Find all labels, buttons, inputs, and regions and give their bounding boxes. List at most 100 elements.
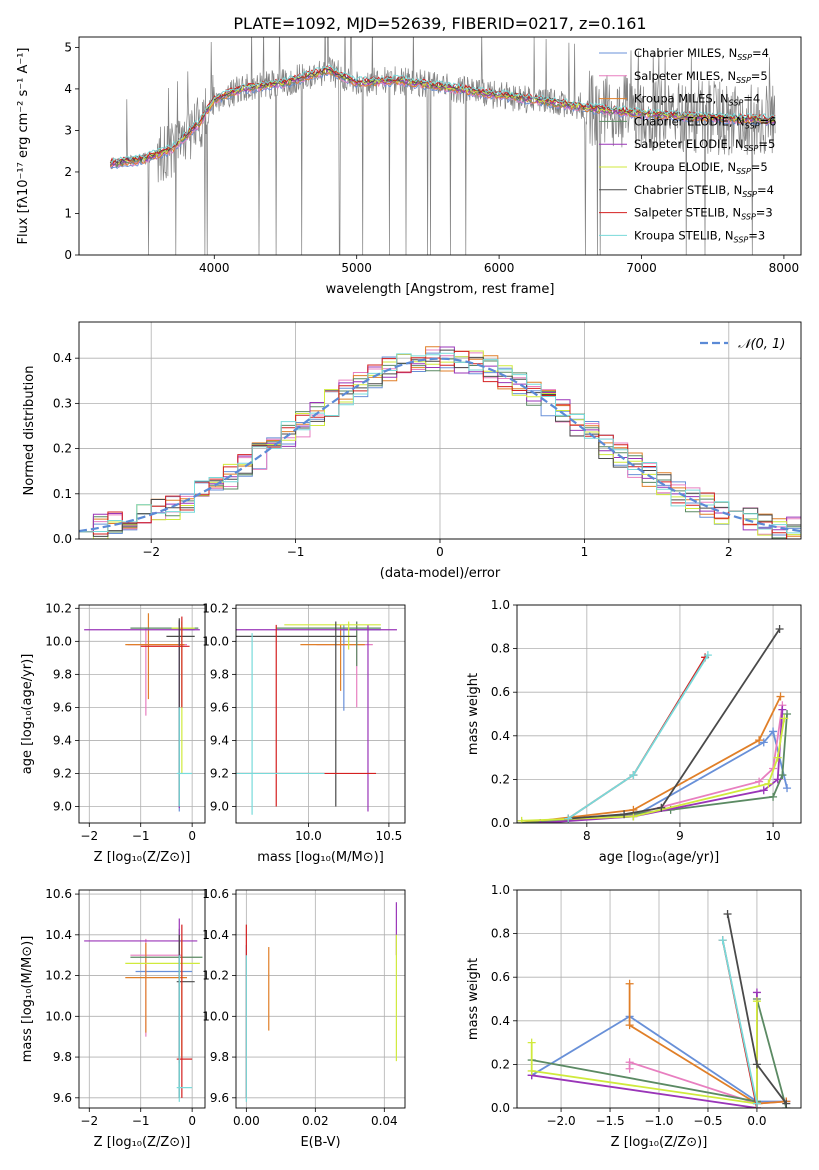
data-point [625,1021,634,1030]
y-tick-label: 0.3 [53,396,72,410]
mass-vs-ebv-panel: 0.00 0.02 0.04 9.6 9.8 10.0 10.2 10.4 10.6 E(B-V) [202,887,406,1150]
data-point [629,771,638,780]
y-tick-label: 10.4 [45,928,72,942]
x-tick-label: 0.00 [233,1114,260,1128]
x-tick-label: −2 [142,545,160,559]
x-tick-label: 0 [188,1114,196,1128]
y-tick-label: 10.4 [202,928,229,942]
y-tick-label: 10.0 [45,634,72,648]
data-point [782,1099,791,1108]
x-axis-label: Z [log₁₀(Z/Z⊙)] [611,1135,708,1150]
y-tick-label: 10.2 [202,969,229,983]
mass-weight-line [568,628,781,820]
y-tick-label: 1.0 [491,883,510,897]
x-axis-label: age [log₁₀(age/yr)] [599,850,720,865]
data-point [776,692,785,701]
data-point [778,705,787,714]
y-tick-label: 1.0 [491,598,510,612]
y-tick-label: 0.4 [491,1014,510,1028]
errorbar-plot-area [84,918,203,1102]
y-tick-label: 10.6 [202,887,229,901]
data-point [755,736,764,745]
legend-entry: Chabrier STELIB, NSSP=4 [634,183,774,199]
model-spectrum-line [110,65,776,163]
legend-entry: Kroupa STELIB, NSSP=3 [634,228,765,244]
mass-weight-line [721,939,758,1104]
legend-entry: Chabrier ELODIE, NSSP=6 [634,114,776,130]
data-point [752,1099,761,1108]
y-tick-label: 9.0 [210,799,229,813]
x-tick-label: 0 [436,545,444,559]
residuals-plot-area [79,346,801,539]
y-axis-label: mass weight [466,673,481,755]
y-tick-label: 9.8 [53,1050,72,1064]
data-point [517,816,526,823]
data-point [773,775,782,784]
mass-weight-line [567,656,706,820]
x-tick-label: 8000 [769,261,800,275]
data-point [723,909,732,918]
data-point [775,624,784,633]
legend-entry: 𝒩(0, 1) [738,337,785,352]
axes-frame [78,36,802,256]
axes-frame [78,889,206,1109]
data-point [629,812,638,821]
x-tick-label: 2 [725,545,733,559]
y-tick-label: 9.8 [210,667,229,681]
figure-title: PLATE=1092, MJD=52639, FIBERID=0217, z=0… [233,14,646,33]
x-tick-label: −1 [287,545,305,559]
y-tick-label: 9.2 [53,766,72,780]
axes-frame [78,604,206,824]
y-tick-label: 9.2 [210,766,229,780]
axes-frame [516,604,802,824]
data-point [752,988,761,997]
data-point [769,727,778,736]
spectrum-panel: 4000 5000 6000 7000 8000 0 1 2 3 4 5 wavelength [An… [16,36,802,297]
line-plot-area [517,624,792,823]
data-point [625,979,634,988]
x-axis-label: wavelength [Angstrom, rest frame] [326,282,555,297]
data-point [773,753,782,762]
y-tick-label: 9.6 [53,700,72,714]
data-point [752,1060,761,1069]
y-axis-label: mass [log₁₀(M/M⊙)] [20,936,35,1063]
age-vs-mass-panel: 10.0 10.5 9.0 9.2 9.4 9.6 9.8 10.0 10.2 mass [log… [202,601,406,865]
y-tick-label: 0.2 [53,442,72,456]
legend-entry: Chabrier MILES, NSSP=4 [634,46,769,62]
y-tick-label: 10.2 [45,969,72,983]
x-tick-label: 10 [765,829,780,843]
legend-entry: Salpeter MILES, NSSP=5 [634,69,768,85]
y-tick-label: 0 [64,248,72,262]
legend-entry: Salpeter STELIB, NSSP=3 [634,206,773,222]
y-tick-label: 0.8 [491,927,510,941]
mass-vs-Z-panel: −2 −1 0 9.6 9.8 10.0 10.2 10.4 10.6 Z [log₁₀(Z/Z⊙… [20,887,206,1150]
y-tick-label: 0.6 [491,970,510,984]
x-tick-label: 6000 [484,261,515,275]
x-tick-label: 0.04 [371,1114,398,1128]
x-axis-label: (data-model)/error [380,566,501,581]
y-axis-label: mass weight [466,958,481,1040]
data-point [718,936,727,945]
x-axis-label: Z [log₁₀(Z/Z⊙)] [94,1135,191,1150]
data-point [625,1058,634,1067]
x-tick-label: 0 [188,829,196,843]
mass-weight-line [521,713,788,823]
x-axis-label: mass [log₁₀(M/M⊙)] [257,850,384,865]
spectrum-plot-area [109,37,776,255]
x-tick-label: 7000 [626,261,657,275]
data-point [780,714,789,723]
axes-frame [235,889,406,1109]
y-tick-label: 0.1 [53,487,72,501]
x-tick-label: 9 [676,829,684,843]
data-point [783,710,792,718]
y-tick-label: 0.8 [491,642,510,656]
x-tick-label: 5000 [341,261,372,275]
x-tick-label: −0.5 [693,1114,722,1128]
y-tick-label: 9.8 [53,667,72,681]
y-tick-label: 0.4 [53,351,72,365]
x-tick-label: 10.5 [376,829,403,843]
y-tick-label: 10.6 [45,887,72,901]
data-point [769,792,778,801]
y-tick-label: 5 [64,40,72,54]
